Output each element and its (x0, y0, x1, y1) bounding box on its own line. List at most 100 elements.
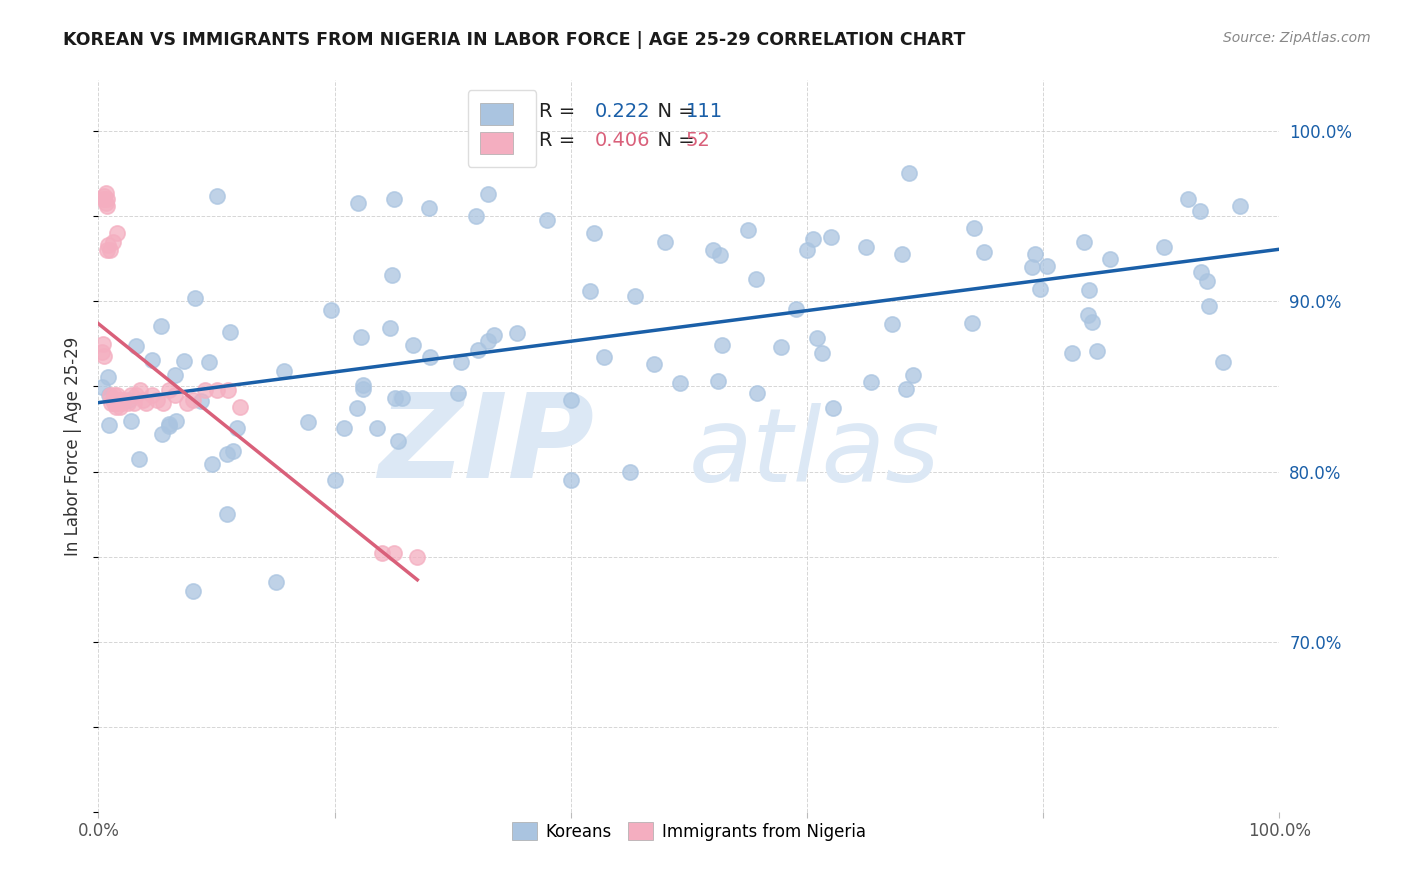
Point (176, 396, 198, 410)
Point (97, 238, 120, 252)
Point (709, 248, 731, 262)
Text: atlas: atlas (689, 403, 941, 503)
Point (391, 391, 413, 405)
Point (484, 328, 506, 343)
Point (165, 414, 187, 428)
Point (1078, 283, 1101, 297)
Point (141, 352, 163, 367)
Point (91, 192, 114, 206)
Point (97, 370, 120, 384)
Point (346, 401, 368, 415)
Point (382, 192, 405, 206)
Point (91, 380, 114, 394)
Point (108, 393, 131, 408)
Point (702, 244, 724, 258)
Point (128, 383, 150, 397)
Text: N =: N = (645, 131, 702, 151)
Point (707, 375, 730, 389)
Point (122, 396, 145, 410)
Point (97, 388, 120, 402)
Point (381, 268, 404, 282)
Point (347, 195, 370, 210)
Point (467, 343, 489, 357)
Point (181, 393, 204, 408)
Point (1198, 299, 1220, 313)
Text: 0.222: 0.222 (595, 103, 650, 121)
Point (159, 419, 181, 434)
Text: ZIP: ZIP (378, 389, 595, 503)
Point (811, 345, 834, 359)
Point (769, 339, 792, 353)
Point (669, 376, 692, 390)
Point (823, 401, 845, 416)
Point (560, 392, 582, 407)
Text: 52: 52 (685, 131, 710, 151)
Point (350, 330, 373, 344)
Point (1077, 308, 1099, 322)
Point (105, 400, 128, 414)
Point (378, 321, 401, 335)
Point (173, 354, 195, 368)
Text: KOREAN VS IMMIGRANTS FROM NIGERIA IN LABOR FORCE | AGE 25-29 CORRELATION CHART: KOREAN VS IMMIGRANTS FROM NIGERIA IN LAB… (63, 31, 966, 49)
Point (157, 417, 180, 432)
Point (465, 210, 488, 224)
Point (323, 473, 346, 487)
Legend: Koreans, Immigrants from Nigeria: Koreans, Immigrants from Nigeria (506, 816, 872, 847)
Point (105, 388, 128, 402)
Point (654, 235, 676, 249)
Point (898, 166, 921, 180)
Point (745, 386, 768, 401)
Point (477, 334, 499, 349)
Point (1189, 264, 1212, 278)
Point (94, 186, 117, 200)
Point (96, 199, 118, 213)
Point (273, 364, 295, 378)
Point (190, 393, 212, 408)
Point (222, 444, 245, 458)
Point (880, 317, 903, 331)
Point (226, 421, 249, 435)
Point (217, 447, 239, 461)
Point (352, 382, 374, 396)
Point (796, 244, 818, 258)
Point (623, 289, 645, 303)
Point (105, 227, 128, 241)
Point (198, 354, 221, 368)
Point (477, 187, 499, 202)
Point (91, 337, 114, 351)
Text: N =: N = (645, 103, 702, 121)
Point (217, 383, 239, 397)
Point (229, 400, 252, 414)
Point (418, 350, 440, 364)
Point (894, 382, 917, 396)
Point (165, 388, 187, 402)
Point (592, 351, 614, 365)
Point (806, 331, 828, 345)
Point (146, 393, 169, 408)
Point (100, 396, 122, 410)
Point (860, 375, 883, 389)
Point (1229, 199, 1251, 213)
Point (297, 415, 319, 429)
Text: Source: ZipAtlas.com: Source: ZipAtlas.com (1223, 31, 1371, 45)
Point (201, 457, 224, 471)
Point (583, 227, 606, 241)
Point (157, 383, 180, 397)
Point (1021, 260, 1043, 275)
Point (125, 338, 148, 352)
Y-axis label: In Labor Force | Age 25-29: In Labor Force | Age 25-29 (65, 336, 83, 556)
Point (1085, 343, 1108, 358)
Point (560, 473, 582, 487)
Point (183, 291, 205, 305)
Point (446, 386, 468, 401)
Point (111, 396, 134, 410)
Point (135, 396, 157, 410)
Point (962, 221, 984, 235)
Point (152, 426, 174, 441)
Point (163, 368, 186, 382)
Point (578, 284, 600, 298)
Point (141, 388, 163, 402)
Point (890, 247, 912, 261)
Point (418, 201, 440, 215)
Point (93, 189, 115, 203)
